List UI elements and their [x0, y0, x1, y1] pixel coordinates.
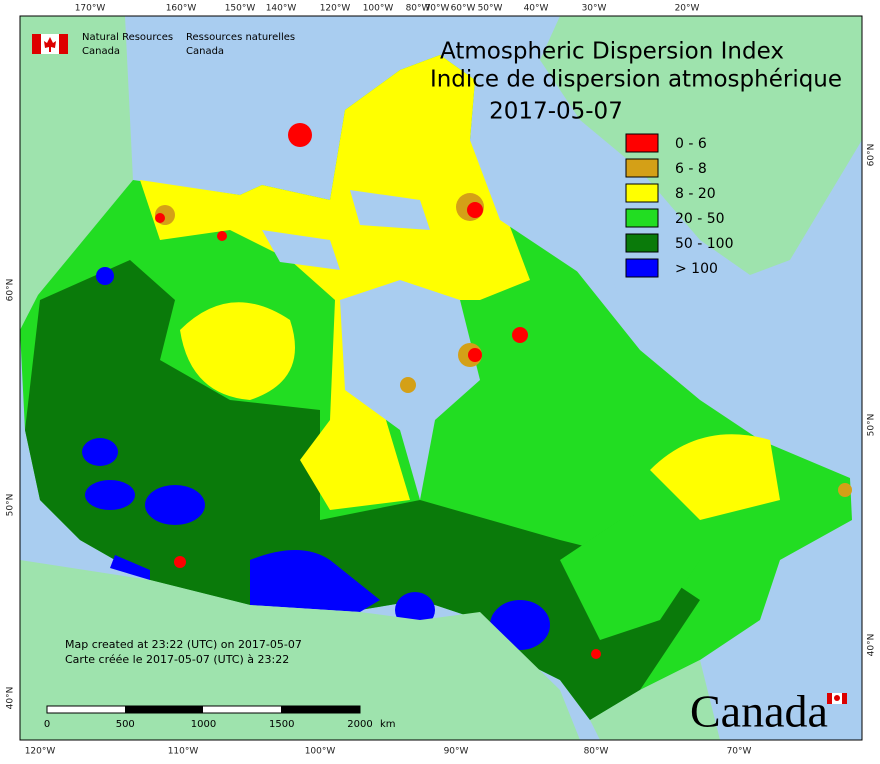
axis-label: 140°W — [266, 4, 297, 14]
yellow-zone — [180, 302, 295, 400]
yellow-zone — [140, 55, 530, 510]
blue-zone — [96, 267, 114, 285]
scale-label: 2000 — [347, 719, 372, 730]
axis-label: 70°W — [727, 747, 752, 757]
red-zone — [591, 649, 601, 659]
red-zone — [512, 327, 528, 343]
legend-swatch — [625, 133, 659, 153]
map-note: Map created at 23:22 (UTC) on 2017-05-07 — [65, 638, 302, 651]
agency-en: Canada — [82, 46, 120, 57]
flag-bar — [32, 34, 41, 54]
legend-swatch — [625, 208, 659, 228]
legend-label: 0 - 6 — [675, 136, 707, 152]
map-note: Carte créée le 2017-05-07 (UTC) à 23:22 — [65, 653, 289, 666]
scale-label: 1500 — [269, 719, 294, 730]
agency-en: Natural Resources — [82, 32, 173, 43]
axis-label: 50°N — [6, 494, 16, 517]
axis-label: 20°W — [675, 4, 700, 14]
red-zone — [288, 123, 312, 147]
legend-label: 20 - 50 — [675, 211, 725, 227]
scale-segment — [281, 706, 360, 713]
axis-label: 80°W — [406, 4, 431, 14]
axis-label: 110°W — [168, 747, 199, 757]
scale-label: 1000 — [191, 719, 216, 730]
axis-label: 160°W — [166, 4, 197, 14]
axis-label: 170°W — [75, 4, 106, 14]
axis-label: 50°W — [478, 4, 503, 14]
scale-unit: km — [380, 719, 396, 730]
blue-zone — [250, 550, 380, 612]
axis-label: 120°W — [320, 4, 351, 14]
axis-label: 80°W — [584, 747, 609, 757]
legend-label: 8 - 20 — [675, 186, 716, 202]
axis-label: 90°W — [444, 747, 469, 757]
usa — [20, 560, 580, 740]
legend-label: 50 - 100 — [675, 236, 734, 252]
blue-zone — [82, 438, 118, 466]
scale-segment — [125, 706, 203, 713]
legend-swatch — [625, 233, 659, 253]
nrcan-flag — [32, 34, 68, 54]
scale-label: 0 — [44, 719, 50, 730]
map-title: Atmospheric Dispersion Index — [440, 39, 784, 65]
red-zone — [155, 213, 165, 223]
map-title: 2017-05-07 — [489, 99, 623, 125]
axis-label: 100°W — [363, 4, 394, 14]
red-zone — [174, 556, 186, 568]
usa — [590, 660, 720, 740]
legend-label: 6 - 8 — [675, 161, 707, 177]
alaska — [20, 16, 133, 330]
agency-fr: Canada — [186, 46, 224, 57]
agency-fr: Ressources naturelles — [186, 32, 295, 43]
map-frame — [19, 15, 863, 741]
flag-bar — [827, 693, 832, 704]
legend-swatch — [625, 183, 659, 203]
green-zone — [560, 500, 700, 640]
orange-zone — [400, 377, 416, 393]
axis-label: 40°W — [524, 4, 549, 14]
blue-zone — [145, 485, 205, 525]
axis-label: 60°W — [451, 4, 476, 14]
wordmark: Canada — [690, 686, 828, 737]
scale-bar — [46, 705, 361, 714]
red-zone — [217, 231, 227, 241]
axis-label: 40°N — [6, 687, 16, 710]
axis-label: 60°N — [6, 279, 16, 302]
axis-label: 150°W — [225, 4, 256, 14]
red-zone — [468, 348, 482, 362]
wordmark-flag — [827, 693, 847, 704]
flag-bar — [842, 693, 847, 704]
flag-bar — [59, 34, 68, 54]
baffin-bay — [470, 140, 620, 300]
channel — [262, 190, 430, 270]
blue-zone — [85, 480, 135, 510]
orange-zone — [838, 483, 852, 497]
legend-label: > 100 — [675, 261, 718, 277]
axis-label: 50°N — [867, 414, 877, 437]
legend-swatch — [625, 258, 659, 278]
red-zone — [467, 202, 483, 218]
maple-leaf — [834, 695, 840, 701]
map-title: Indice de dispersion atmosphérique — [430, 67, 842, 93]
axis-label: 60°N — [867, 144, 877, 167]
scale-label: 500 — [116, 719, 135, 730]
axis-label: 70°W — [425, 4, 450, 14]
legend-swatch — [625, 158, 659, 178]
hot-spots — [155, 123, 852, 659]
blue-zone — [110, 555, 150, 580]
yellow-zone — [650, 434, 780, 520]
greenland — [540, 16, 862, 275]
maple-leaf — [44, 37, 56, 52]
axis-label: 40°N — [867, 634, 877, 657]
axis-label: 120°W — [25, 747, 56, 757]
axis-label: 30°W — [582, 4, 607, 14]
axis-label: 100°W — [305, 747, 336, 757]
